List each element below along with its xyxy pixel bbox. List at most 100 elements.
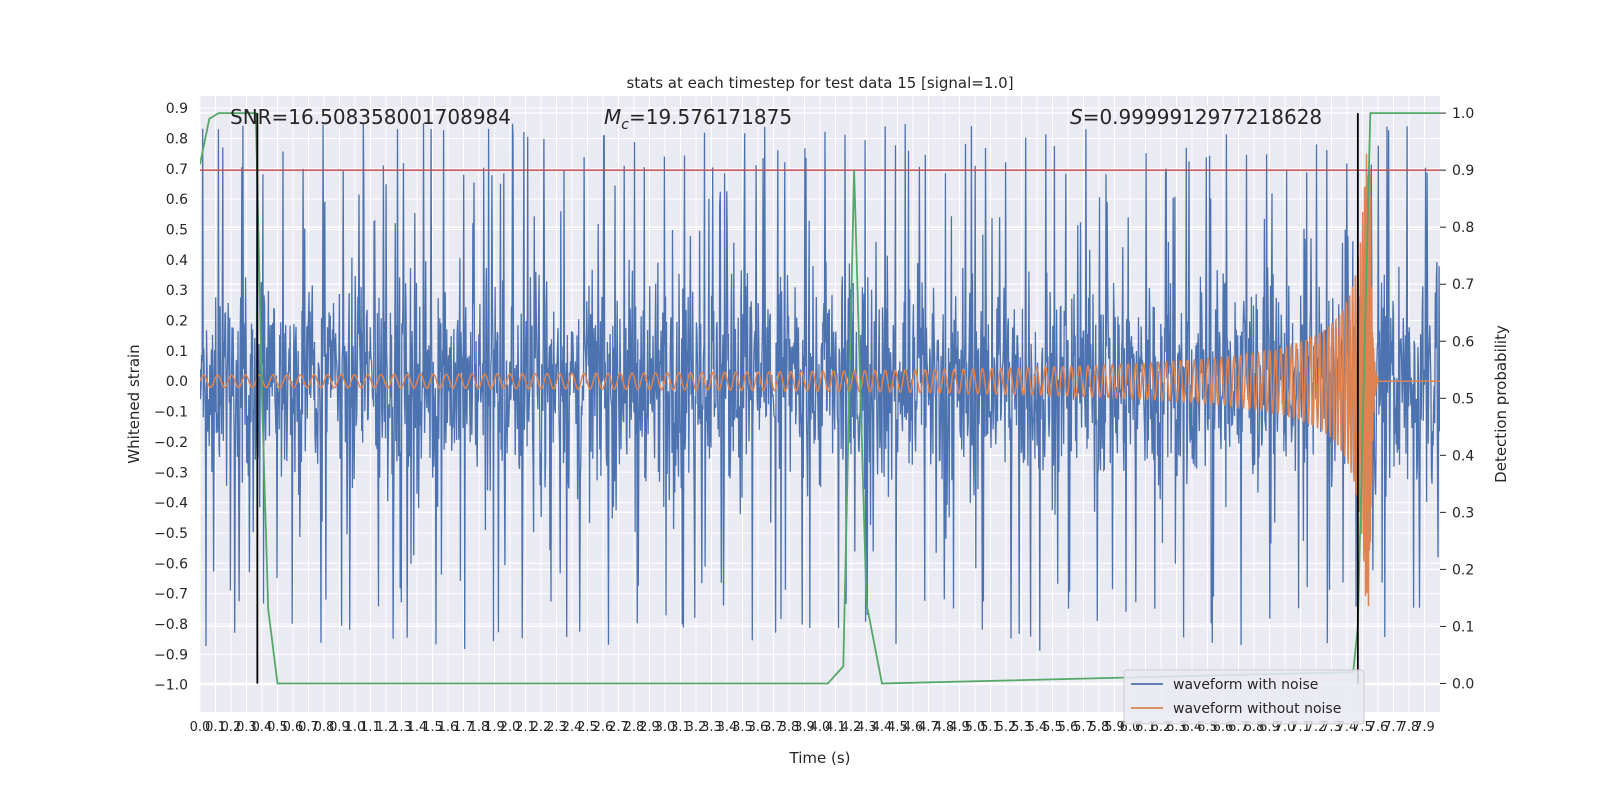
x-tick-label: 5.7 [1073, 720, 1094, 735]
y2-tick-label: 0.5 [1452, 391, 1474, 407]
x-tick-label: 0.6 [283, 720, 304, 735]
x-tick-label: 5.6 [1058, 720, 1079, 735]
x-tick-label: 0.5 [267, 720, 288, 735]
x-tick-label: 3.2 [686, 720, 707, 735]
y-tick-label: −0.8 [154, 617, 188, 633]
x-tick-label: 3.5 [732, 720, 753, 735]
x-tick-label: 4.0 [810, 720, 831, 735]
x-tick-label: 2.5 [577, 720, 598, 735]
legend-label-noise: waveform with noise [1173, 677, 1318, 693]
legend-label-no-noise: waveform without noise [1173, 701, 1341, 717]
y2-tick-label: 0.1 [1452, 619, 1474, 635]
x-tick-label: 1.1 [360, 720, 381, 735]
x-tick-label: 4.5 [887, 720, 908, 735]
x-tick-label: 4.8 [934, 720, 955, 735]
y2-tick-label: 0.0 [1452, 676, 1474, 692]
series-waveform-with-noise [200, 123, 1440, 651]
y2-tick-label: 0.2 [1452, 562, 1474, 578]
x-tick-label: 2.1 [515, 720, 536, 735]
x-tick-label: 0.3 [236, 720, 257, 735]
x-tick-label: 7.9 [1414, 720, 1435, 735]
y-axis-label: Whitened strain [125, 344, 143, 463]
x-tick-label: 7.6 [1368, 720, 1389, 735]
x-tick-label: 1.8 [469, 720, 490, 735]
x-tick-label: 5.3 [1011, 720, 1032, 735]
x-tick-label: 1.7 [453, 720, 474, 735]
x-tick-label: 5.1 [980, 720, 1001, 735]
y-tick-label: −0.2 [154, 435, 188, 451]
y2-tick-label: 1.0 [1452, 106, 1474, 122]
x-tick-label: 3.0 [655, 720, 676, 735]
x-axis-label: Time (s) [789, 749, 851, 767]
y-tick-label: 0.7 [166, 162, 188, 178]
y2-tick-label: 0.6 [1452, 334, 1474, 350]
x-tick-label: 2.0 [500, 720, 521, 735]
x-tick-label: 2.9 [639, 720, 660, 735]
x-tick-label: 7.8 [1399, 720, 1420, 735]
y2-axis-label: Detection probability [1492, 325, 1510, 483]
x-tick-label: 1.2 [376, 720, 397, 735]
y2-tick-label: 0.3 [1452, 505, 1474, 521]
y-tick-label: −0.3 [154, 465, 188, 481]
x-tick-label: 2.8 [624, 720, 645, 735]
y2-tick-label: 0.7 [1452, 277, 1474, 293]
y-tick-label: −0.4 [154, 496, 188, 512]
x-tick-label: 3.8 [779, 720, 800, 735]
statistic-annotation: S=0.9999912977218628 [1070, 105, 1322, 129]
x-tick-label: 3.3 [701, 720, 722, 735]
x-tick-label: 0.1 [205, 720, 226, 735]
y-tick-label: 0.6 [166, 192, 188, 208]
y-tick-label: −0.9 [154, 647, 188, 663]
x-tick-label: 5.5 [1042, 720, 1063, 735]
y-tick-label: 0.3 [166, 283, 188, 299]
x-tick-label: 3.7 [763, 720, 784, 735]
chart-title: stats at each timestep for test data 15 … [626, 74, 1013, 92]
y-tick-label: 0.0 [166, 374, 188, 390]
x-tick-label: 2.4 [562, 720, 583, 735]
x-tick-label: 1.4 [407, 720, 428, 735]
y-tick-label: −1.0 [154, 678, 188, 694]
x-tick-label: 3.4 [717, 720, 738, 735]
snr-annotation: SNR=16.508358001708984 [230, 105, 511, 129]
y-tick-label: 0.8 [166, 131, 188, 147]
x-tick-label: 4.3 [856, 720, 877, 735]
y-tick-label: −0.7 [154, 587, 188, 603]
x-tick-label: 0.9 [329, 720, 350, 735]
x-tick-label: 4.7 [918, 720, 939, 735]
x-tick-label: 4.1 [825, 720, 846, 735]
x-tick-label: 5.8 [1089, 720, 1110, 735]
x-tick-label: 1.6 [438, 720, 459, 735]
y-tick-label: −0.5 [154, 526, 188, 542]
x-tick-label: 5.9 [1104, 720, 1125, 735]
x-tick-label: 1.9 [484, 720, 505, 735]
x-tick-label: 0.7 [298, 720, 319, 735]
chirp-mass-annotation: Mc=19.576171875 [604, 105, 792, 133]
x-tick-label: 2.3 [546, 720, 567, 735]
x-tick-label: 0.0 [190, 720, 211, 735]
x-tick-label: 5.2 [996, 720, 1017, 735]
y2-tick-label: 0.9 [1452, 163, 1474, 179]
x-tick-label: 0.8 [314, 720, 335, 735]
x-tick-label: 2.2 [531, 720, 552, 735]
y-tick-label: 0.1 [166, 344, 188, 360]
y-tick-labels: 0.9 0.8 0.7 0.6 0.5 0.4 0.3 0.2 0.1 0.0 −0.1 −0.2 −0… [154, 101, 188, 694]
y-tick-label: −0.1 [154, 405, 188, 421]
series-detection-probability [200, 112, 1440, 685]
x-tick-label: 0.4 [252, 720, 273, 735]
x-tick-label: 2.7 [608, 720, 629, 735]
x-tick-label: 5.4 [1027, 720, 1048, 735]
x-tick-label: 1.0 [345, 720, 366, 735]
vertical-markers [256, 113, 1359, 684]
legend: waveform with noise waveform without noi… [1123, 669, 1365, 725]
x-tick-label: 5.0 [965, 720, 986, 735]
x-tick-label: 7.7 [1383, 720, 1404, 735]
x-tick-label: 4.2 [841, 720, 862, 735]
x-tick-label: 1.5 [422, 720, 443, 735]
x-tick-label: 3.1 [670, 720, 691, 735]
y2-tick-label: 0.4 [1452, 448, 1474, 464]
x-tick-label: 3.9 [794, 720, 815, 735]
x-tick-label: 2.6 [593, 720, 614, 735]
x-tick-label: 3.6 [748, 720, 769, 735]
y2-tick-label: 0.8 [1452, 220, 1474, 236]
